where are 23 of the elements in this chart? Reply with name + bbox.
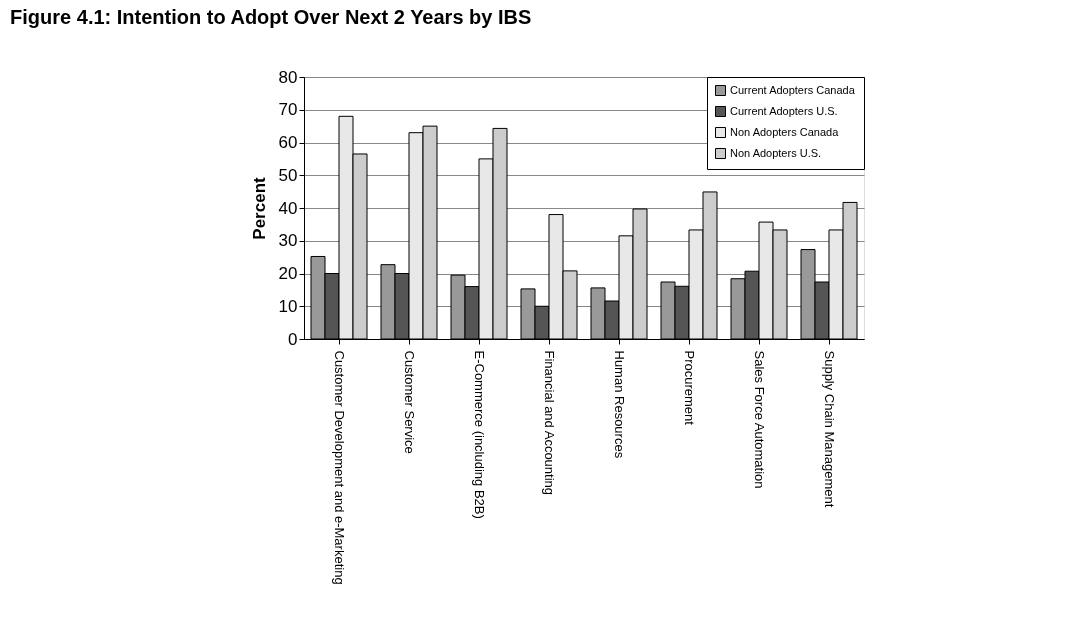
legend-label: Current Adopters Canada xyxy=(730,83,856,96)
x-tick-label: Supply Chain Management xyxy=(822,350,837,508)
x-tick-label: Sales Force Automation xyxy=(752,350,767,489)
legend-label: Current Adopters U.S. xyxy=(730,104,838,117)
y-tick-label: 80 xyxy=(278,67,298,87)
legend-label: Non Adopters U.S. xyxy=(730,146,822,159)
y-tick-label: 30 xyxy=(278,231,298,251)
y-tick-label: 10 xyxy=(278,296,298,316)
legend-label: Non Adopters Canada xyxy=(730,125,840,138)
y-axis-title: Percent xyxy=(249,176,269,240)
x-tick-label: Customer Development and e-Marketing xyxy=(332,350,347,585)
x-tick-label: Human Resources xyxy=(612,350,627,459)
y-tick-label: 60 xyxy=(278,133,298,152)
y-tick-label: 20 xyxy=(278,264,298,283)
x-tick-label: E-Commerce (including B2B) xyxy=(472,350,487,519)
y-tick-label: 40 xyxy=(278,198,298,218)
x-tick-label: Financial and Accounting xyxy=(542,350,557,496)
y-tick-label: 70 xyxy=(278,100,298,120)
y-tick-label: 50 xyxy=(278,165,298,185)
y-tick-label: 0 xyxy=(288,329,298,349)
chart-title: Figure 4.1: Intention to Adopt Over Next 2 Years by IBS xyxy=(10,6,532,28)
x-tick-label: Customer Service xyxy=(402,350,417,454)
x-tick-label: Procurement xyxy=(682,350,697,426)
